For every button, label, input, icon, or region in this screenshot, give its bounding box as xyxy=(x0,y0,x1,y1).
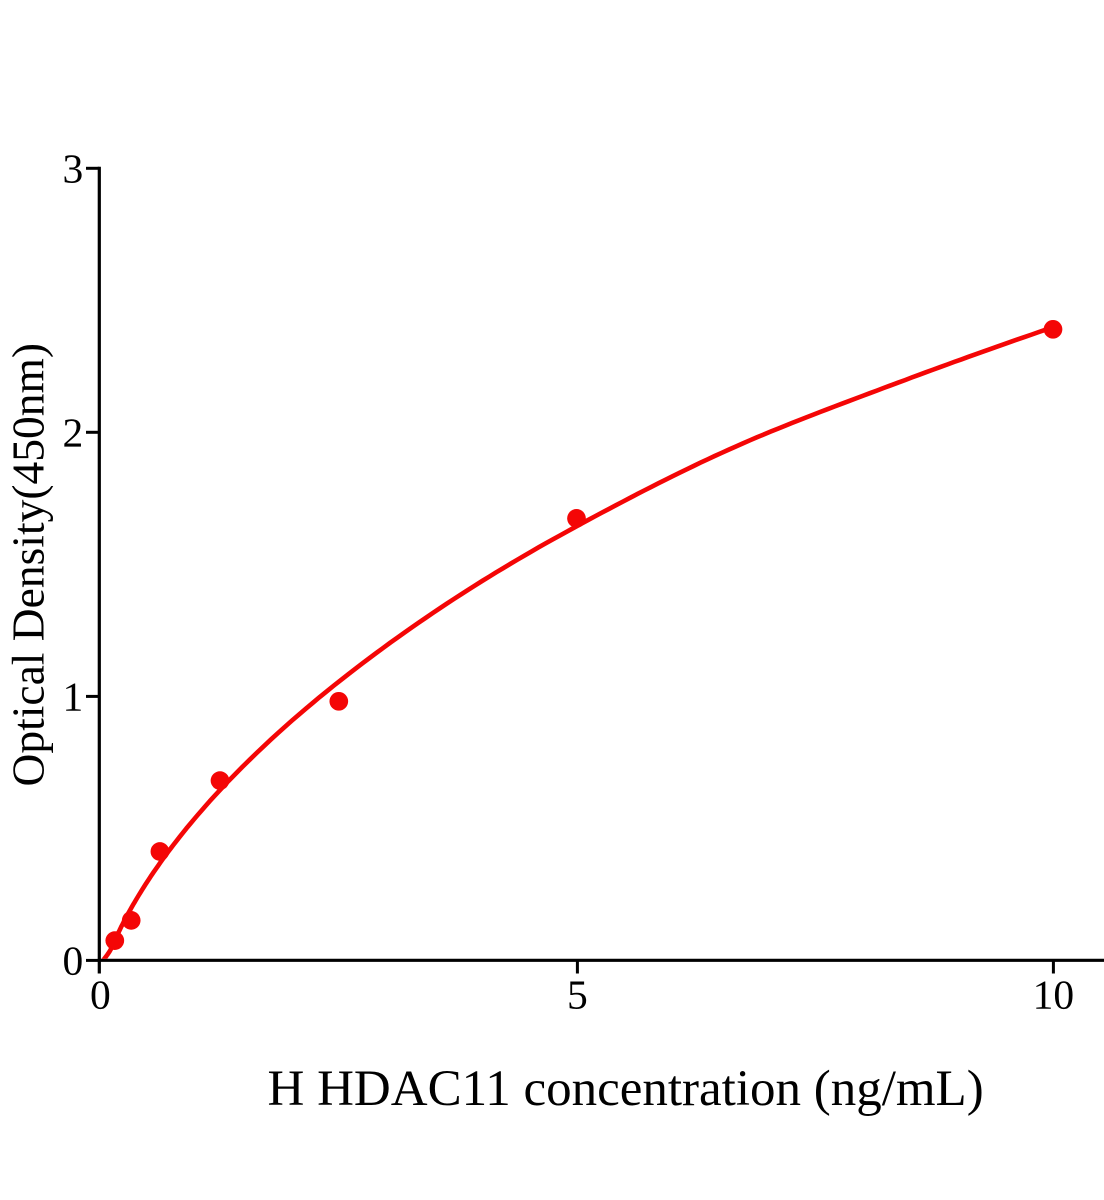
svg-text:1: 1 xyxy=(63,673,84,719)
svg-text:0: 0 xyxy=(63,937,84,983)
svg-text:10: 10 xyxy=(1033,971,1075,1017)
svg-text:H HDAC11 concentration (ng/mL): H HDAC11 concentration (ng/mL) xyxy=(268,1061,984,1117)
svg-text:2: 2 xyxy=(63,409,84,455)
svg-text:3: 3 xyxy=(63,145,84,191)
svg-text:5: 5 xyxy=(567,971,588,1017)
svg-text:0: 0 xyxy=(90,971,111,1017)
svg-text:Optical Density(450nm): Optical Density(450nm) xyxy=(2,343,53,787)
